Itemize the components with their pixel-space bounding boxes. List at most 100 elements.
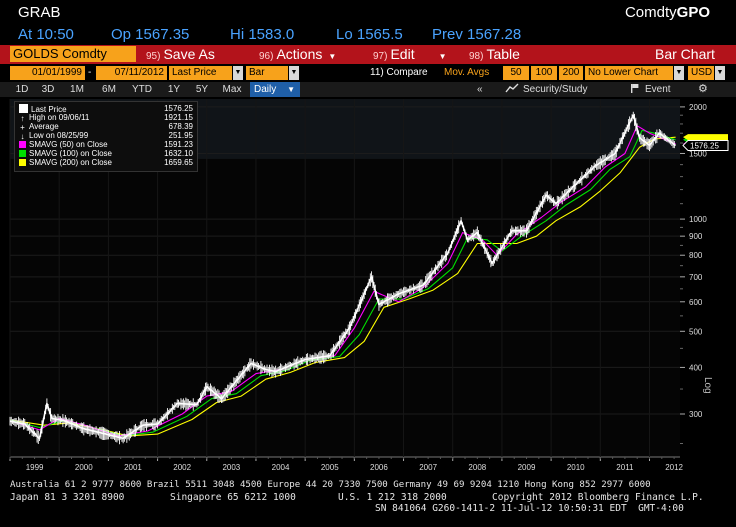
legend-last-price: Last Price 1576.25 <box>19 104 195 114</box>
chart-parameters: 01/01/1999 - 07/11/2012 Last Price ▼ Bar… <box>0 65 736 82</box>
gear-icon[interactable]: ⚙ <box>698 83 708 95</box>
table-button[interactable]: 98) Table <box>469 46 520 62</box>
chevron-down-icon: ▼ <box>287 85 295 94</box>
x-tick-label: 2012 <box>665 463 683 472</box>
series-smavg-200 <box>9 136 676 437</box>
chevron-down-icon[interactable]: ▼ <box>674 66 684 80</box>
brand-plain: Comdty <box>624 4 677 21</box>
period-5y[interactable]: 5Y <box>195 84 209 95</box>
ma-50-field[interactable]: 50 <box>503 66 529 80</box>
function-brand: ComdtyGPO <box>625 4 710 21</box>
x-tick-label: 2000 <box>75 463 93 472</box>
quote-low: Lo 1565.5 <box>336 26 403 43</box>
price-chart[interactable]: 300 400 500 600 700 800 900 1000 1500 2000 Log 1999… <box>0 97 736 478</box>
currency-select[interactable]: USD <box>688 66 714 80</box>
period-max[interactable]: Max <box>222 84 242 95</box>
flag-icon <box>631 84 639 93</box>
chevron-down-icon[interactable]: ▼ <box>233 66 243 80</box>
period-3d[interactable]: 3D <box>41 84 55 95</box>
y-tick-label: 2000 <box>689 103 707 112</box>
period-ytd[interactable]: YTD <box>132 84 152 95</box>
quote-high: Hi 1583.0 <box>230 26 295 43</box>
high-marker-icon: ↑ <box>20 114 25 123</box>
end-date-field[interactable]: 07/11/2012 <box>96 66 167 80</box>
y-tick-label: 500 <box>689 327 703 336</box>
security-study-button[interactable]: Security/Study <box>505 82 587 97</box>
average-marker-icon: + <box>20 123 25 132</box>
screen-code: GRAB <box>18 4 61 21</box>
field-select[interactable]: Last Price <box>169 66 232 80</box>
y-tick-label: 800 <box>689 251 703 260</box>
y-tick-label: 600 <box>689 298 703 307</box>
title-bar: GRAB ComdtyGPO <box>0 0 736 24</box>
security-input[interactable]: GOLDS Comdty <box>10 46 136 62</box>
legend-smavg-50: SMAVG (50) on Close 1591.23 <box>19 140 195 149</box>
period-bar: 1D 3D 1M 6M YTD 1Y 5Y Max Daily ▼ « Secur… <box>0 82 736 97</box>
compare-button[interactable]: 11) Compare <box>370 67 428 78</box>
x-tick-label: 2006 <box>370 463 388 472</box>
quote-line: At 10:50 Op 1567.35 Hi 1583.0 Lo 1565.5 … <box>0 26 736 44</box>
chart-style-select[interactable]: Bar <box>246 66 288 80</box>
mov-avgs-label: Mov. Avgs <box>444 67 490 78</box>
footer-phone-line: Australia 61 2 9777 8600 Brazil 5511 304… <box>10 480 651 490</box>
x-tick-label: 1999 <box>26 463 44 472</box>
quote-open: Op 1567.35 <box>111 26 190 43</box>
legend-low: ↓ Low on 08/25/99 251.95 <box>20 131 194 141</box>
y-tick-label: 400 <box>689 363 703 372</box>
quote-time: At 10:50 <box>18 26 74 43</box>
chevron-down-icon: ▼ <box>438 52 447 61</box>
line-chart-icon <box>505 83 519 93</box>
lower-chart-select[interactable]: No Lower Chart <box>585 66 673 80</box>
y-tick-label: 1000 <box>689 215 707 224</box>
x-tick-label: 2009 <box>518 463 536 472</box>
contact-footer: Australia 61 2 9777 8600 Brazil 5511 304… <box>0 478 736 527</box>
y-axis-label: Log <box>702 377 713 394</box>
x-tick-label: 2010 <box>567 463 585 472</box>
ma-100-field[interactable]: 100 <box>531 66 557 80</box>
chevron-down-icon[interactable]: ▼ <box>715 66 725 80</box>
green-swatch <box>19 150 26 157</box>
x-tick-label: 2008 <box>468 463 486 472</box>
actions-menu-button[interactable]: 96) Actions ▼ <box>259 46 337 62</box>
date-separator: - <box>88 67 92 78</box>
save-as-button[interactable]: 95) Save As <box>146 46 215 62</box>
edit-menu-button[interactable]: 97) Edit ▼ <box>373 46 447 62</box>
period-1y[interactable]: 1Y <box>167 84 181 95</box>
last-price-tag-label: 1576.25 <box>690 141 719 150</box>
period-6m[interactable]: 6M <box>102 84 116 95</box>
chevron-down-icon[interactable]: ▼ <box>289 66 299 80</box>
quote-prev: Prev 1567.28 <box>432 26 522 43</box>
ma-value-tag <box>683 134 728 141</box>
x-tick-label: 2001 <box>124 463 142 472</box>
y-tick-label: 300 <box>689 410 703 419</box>
brand-bold: GPO <box>676 4 710 21</box>
start-date-field[interactable]: 01/01/1999 <box>10 66 85 80</box>
x-tick-label: 2007 <box>419 463 437 472</box>
period-1d[interactable]: 1D <box>15 84 29 95</box>
period-1m[interactable]: 1M <box>70 84 84 95</box>
last-price-tag <box>682 139 729 151</box>
event-button[interactable]: Event <box>630 82 671 97</box>
footer-singapore: Singapore 65 6212 1000 <box>170 492 296 503</box>
y-tick-label: 900 <box>689 232 703 241</box>
chart-legend: Last Price 1576.25 ↑ High on 09/06/11 1921.… <box>14 101 198 172</box>
collapse-icon[interactable]: « <box>477 84 483 95</box>
command-toolbar: GOLDS Comdty 95) Save As 96) Actions ▼ 97) E… <box>0 45 736 64</box>
footer-copyright: Copyright 2012 Bloomberg Finance L.P. <box>492 492 704 503</box>
x-tick-label: 2011 <box>616 463 634 472</box>
chevron-down-icon: ▼ <box>328 52 337 61</box>
series-smavg-50 <box>9 125 676 437</box>
ma-200-field[interactable]: 200 <box>559 66 583 80</box>
x-tick-label: 2005 <box>321 463 339 472</box>
legend-box-icon <box>19 104 28 113</box>
footer-serial: SN 841064 G260-1411-2 11-Jul-12 10:50:31… <box>375 503 684 514</box>
bar-chart-label: Bar Chart <box>655 46 715 62</box>
x-tick-label: 2004 <box>272 463 290 472</box>
legend-high: ↑ High on 09/06/11 1921.15 <box>20 113 194 123</box>
legend-smavg-100: SMAVG (100) on Close 1632.10 <box>19 149 195 158</box>
legend-average: + Average 678.39 <box>20 122 193 132</box>
frequency-select[interactable]: Daily ▼ <box>250 82 300 97</box>
footer-us: U.S. 1 212 318 2000 <box>338 492 447 503</box>
low-marker-icon: ↓ <box>20 132 25 141</box>
legend-smavg-200: SMAVG (200) on Close 1659.65 <box>19 158 195 167</box>
